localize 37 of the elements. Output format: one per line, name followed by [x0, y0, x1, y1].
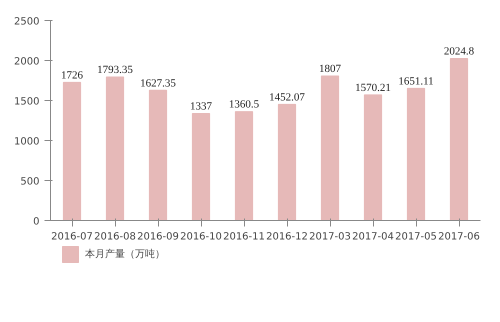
y-tick-label: 1000 [14, 136, 40, 148]
bar [62, 82, 82, 220]
x-tick-label: 2017-05 [395, 232, 437, 242]
x-tick-label: 2016-11 [223, 232, 265, 242]
data-label: 1627.35 [140, 77, 176, 90]
x-tick-label: 2016-09 [137, 232, 179, 242]
y-tick-label: 0 [33, 216, 40, 228]
bar [278, 104, 296, 220]
data-label: 1726 [61, 69, 84, 82]
data-label: 1651.11 [398, 75, 434, 88]
bar [234, 111, 254, 220]
y-tick-label: 500 [20, 176, 40, 188]
data-label: 1360.5 [228, 98, 260, 111]
x-tick-label: 2016-08 [94, 232, 136, 242]
x-tick-label: 2017-03 [309, 232, 351, 242]
data-label: 2024.8 [444, 46, 475, 58]
y-tick-label: 2500 [14, 16, 40, 28]
x-tick-label: 2016-07 [51, 232, 93, 242]
data-label: 1570.21 [355, 82, 391, 94]
bar [406, 88, 426, 220]
data-label: 1337 [190, 100, 212, 113]
bar [148, 90, 168, 220]
x-tick-label: 2017-04 [352, 232, 394, 242]
bar [106, 76, 124, 220]
y-tick-label: 2000 [14, 56, 40, 68]
legend-label: 本月产量（万吨） [85, 248, 165, 261]
data-label: 1807 [319, 62, 342, 75]
data-label: 1452.07 [269, 91, 306, 104]
x-tick-label: 2017-06 [438, 232, 480, 242]
data-label: 1793.35 [97, 64, 134, 76]
bar [450, 58, 468, 220]
y-tick-label: 1500 [14, 96, 40, 108]
x-tick-label: 2016-12 [266, 232, 308, 242]
bar [320, 75, 340, 220]
bar [192, 113, 210, 220]
x-tick-label: 2016-10 [180, 232, 222, 242]
bar [364, 94, 382, 220]
